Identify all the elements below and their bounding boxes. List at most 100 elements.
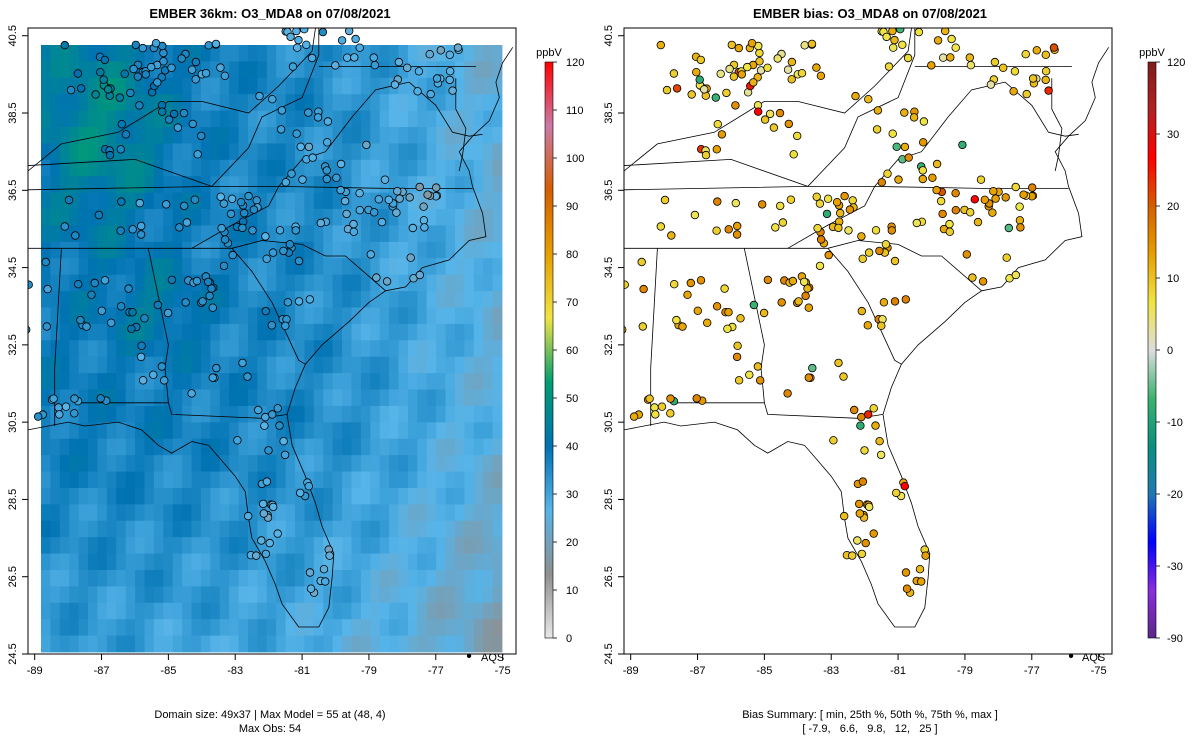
grid-cell xyxy=(163,323,174,341)
grid-cell xyxy=(200,455,211,472)
grid-cell xyxy=(370,61,381,79)
grid-cell xyxy=(417,225,428,243)
grid-cell xyxy=(304,340,315,358)
bias-point xyxy=(879,298,889,307)
grid-cell xyxy=(436,258,446,276)
grid-cell xyxy=(370,537,381,554)
grid-cell xyxy=(182,143,192,161)
grid-cell xyxy=(182,487,192,505)
grid-cell xyxy=(88,192,98,210)
grid-cell xyxy=(304,373,315,390)
grid-cell xyxy=(144,225,155,243)
grid-cell xyxy=(116,569,127,587)
grid-cell xyxy=(210,422,221,440)
grid-cell xyxy=(191,241,202,259)
grid-cell xyxy=(426,143,437,161)
grid-cell xyxy=(50,192,61,210)
grid-cell xyxy=(210,61,221,79)
observation-point xyxy=(436,46,445,55)
grid-cell xyxy=(59,291,70,308)
grid-cell xyxy=(257,241,268,259)
grid-cell xyxy=(389,159,399,177)
bias-point xyxy=(775,108,785,118)
grid-cell xyxy=(483,307,493,325)
observation-point xyxy=(124,284,133,293)
grid-cell xyxy=(78,307,89,325)
grid-cell xyxy=(59,389,70,407)
grid-cell xyxy=(332,471,343,489)
observation-point xyxy=(261,232,270,241)
grid-cell xyxy=(473,291,484,308)
bias-point xyxy=(1004,223,1013,233)
observation-point xyxy=(157,107,167,116)
grid-cell xyxy=(492,323,503,341)
grid-cell xyxy=(313,274,324,292)
grid-cell xyxy=(323,77,334,95)
observation-point xyxy=(321,577,330,586)
grid-cell xyxy=(313,553,324,571)
grid-cell xyxy=(492,110,503,128)
grid-cell xyxy=(163,438,174,456)
grid-cell xyxy=(153,520,164,538)
bias-point xyxy=(1015,216,1025,225)
right-footer-line-1: Bias Summary: [ min, 25th %, 50th %, 75t… xyxy=(742,709,998,721)
grid-cell xyxy=(379,192,390,210)
grid-cell xyxy=(436,192,446,210)
grid-cell xyxy=(69,274,80,292)
left-y-tick-label: 24.5 xyxy=(7,643,19,664)
grid-cell xyxy=(238,127,249,144)
grid-cell xyxy=(266,77,277,95)
grid-cell xyxy=(370,520,381,538)
observation-point xyxy=(445,66,455,76)
grid-cell xyxy=(257,291,268,308)
grid-cell xyxy=(88,422,98,440)
grid-cell xyxy=(426,455,437,472)
grid-cell xyxy=(426,77,437,95)
grid-cell xyxy=(342,504,352,522)
grid-cell xyxy=(398,586,409,604)
grid-cell xyxy=(163,520,174,538)
grid-cell xyxy=(266,520,277,538)
grid-cell xyxy=(210,258,221,276)
grid-cell xyxy=(238,438,249,456)
grid-cell xyxy=(351,340,362,358)
grid-cell xyxy=(360,520,371,538)
observation-point xyxy=(28,280,33,289)
grid-cell xyxy=(116,61,127,79)
grid-cell xyxy=(97,438,108,456)
bias-point xyxy=(695,75,704,84)
bias-point xyxy=(778,218,788,227)
observation-point xyxy=(179,201,189,211)
grid-cell xyxy=(445,504,456,522)
grid-cell xyxy=(304,307,315,325)
grid-cell xyxy=(116,553,127,571)
grid-cell xyxy=(266,274,277,292)
observation-point xyxy=(390,80,400,89)
observation-point xyxy=(60,40,70,50)
grid-cell xyxy=(106,209,117,226)
grid-cell xyxy=(210,438,221,456)
observation-point xyxy=(167,63,176,72)
grid-cell xyxy=(182,471,192,489)
grid-cell xyxy=(191,619,202,636)
grid-cell xyxy=(389,635,399,653)
boundary-line xyxy=(1051,78,1063,172)
right-y-tick-label: 30.5 xyxy=(603,411,615,432)
grid-cell xyxy=(116,405,127,423)
grid-cell xyxy=(351,209,362,226)
grid-cell xyxy=(78,373,89,390)
right-y-tick-label: 38.5 xyxy=(603,102,615,123)
grid-cell xyxy=(116,602,127,620)
grid-cell xyxy=(454,356,465,374)
grid-cell xyxy=(304,61,315,79)
grid-cell xyxy=(379,373,390,390)
grid-cell xyxy=(78,569,89,587)
grid-cell xyxy=(59,77,70,95)
observation-point xyxy=(370,208,379,217)
bias-point xyxy=(932,185,941,195)
bias-point xyxy=(903,53,913,63)
grid-cell xyxy=(436,602,446,620)
grid-cell xyxy=(276,569,287,587)
grid-cell xyxy=(247,323,258,341)
grid-cell xyxy=(360,569,371,587)
